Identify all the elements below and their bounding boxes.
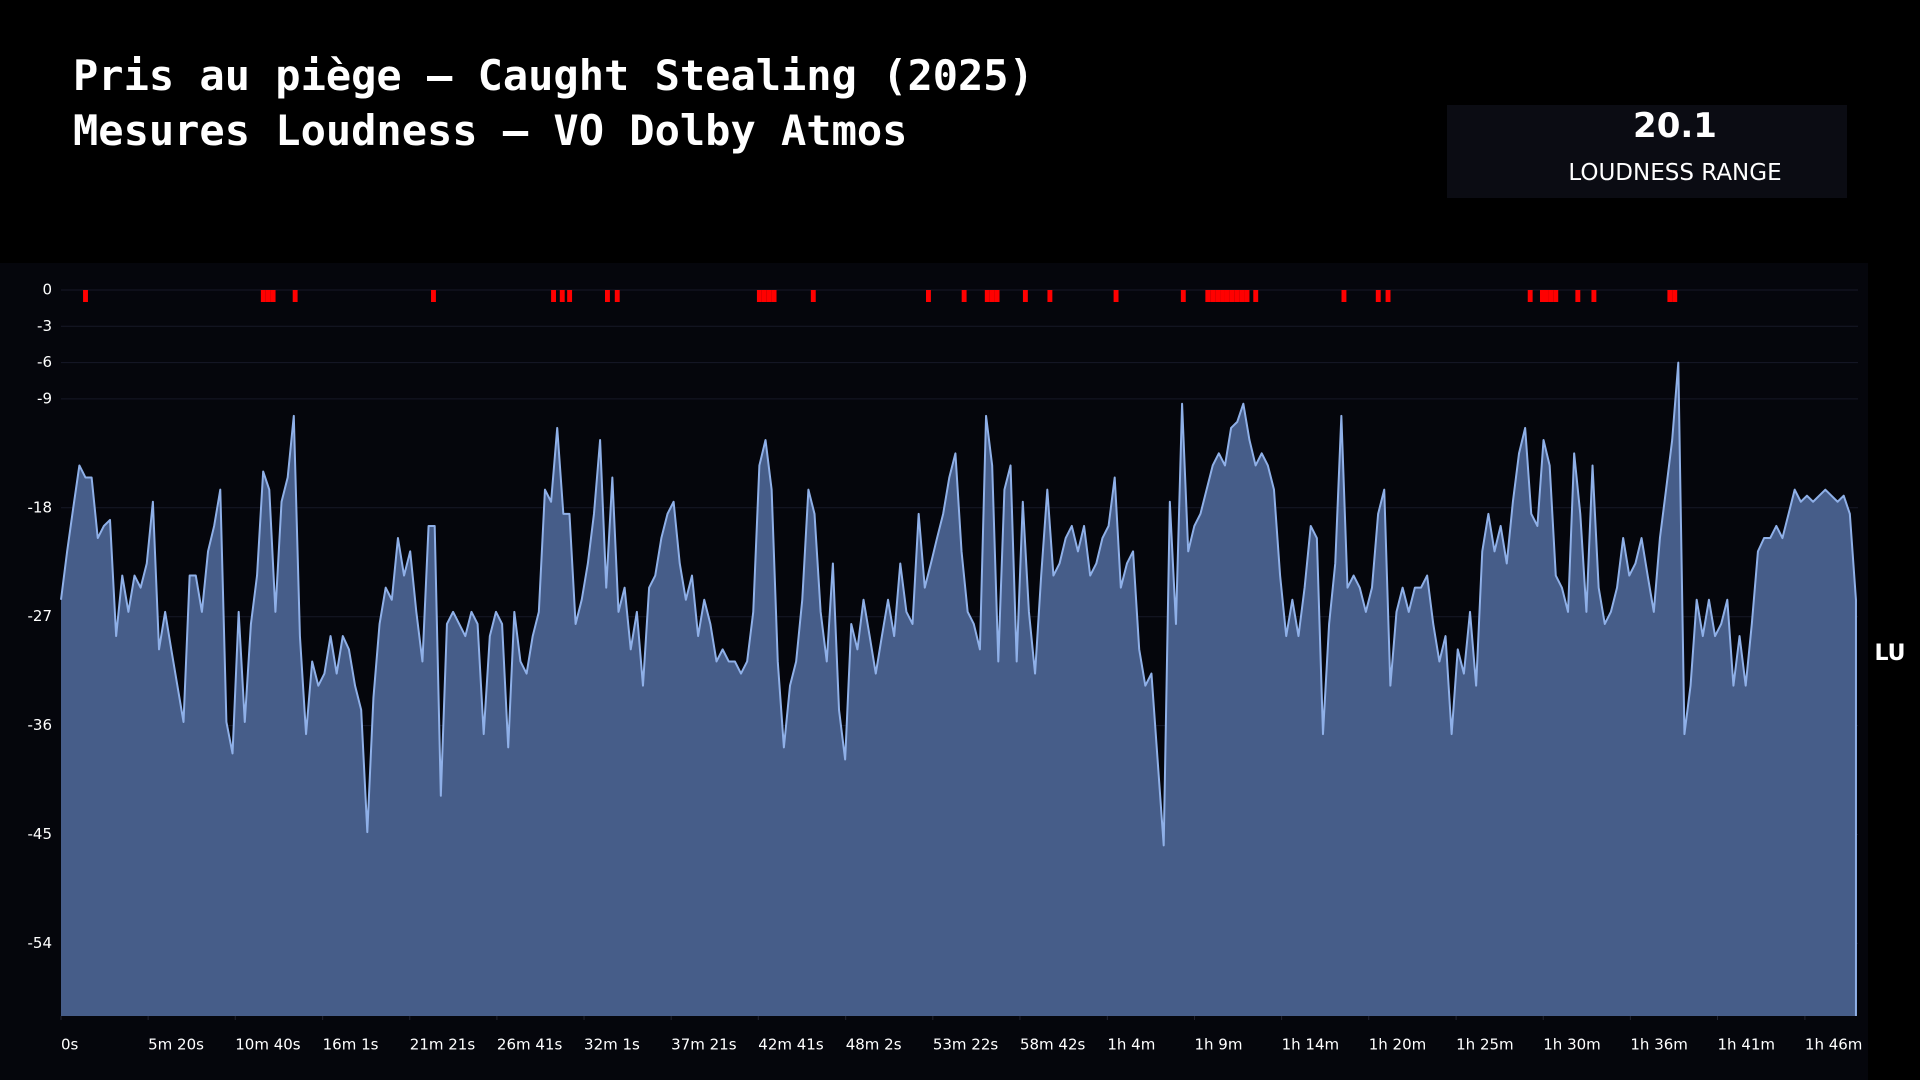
peak-marker (292, 290, 298, 302)
peak-marker (994, 290, 1000, 302)
y-tick-label: 0 (42, 281, 52, 299)
x-tick-label: 42m 41s (758, 1036, 824, 1054)
peak-marker (1180, 290, 1186, 302)
peak-marker (614, 290, 620, 302)
peak-marker (605, 290, 610, 302)
peak-marker (926, 290, 931, 302)
peak-marker (989, 290, 995, 302)
peak-marker (810, 290, 816, 302)
x-tick-label: 32m 1s (584, 1036, 640, 1054)
x-tick-label: 58m 42s (1020, 1036, 1086, 1054)
peak-marker (1210, 290, 1216, 302)
peak-marker (431, 290, 436, 302)
x-tick-label: 1h 20m (1369, 1036, 1427, 1054)
y-tick-label: -27 (28, 607, 53, 625)
peak-marker (551, 290, 556, 302)
y-axis-label: LU (1874, 641, 1905, 666)
x-tick-label: 21m 21s (410, 1036, 476, 1054)
peak-marker (1113, 290, 1119, 302)
peak-marker (1672, 290, 1678, 302)
x-tick-label: 1h 14m (1282, 1036, 1340, 1054)
peak-marker (1220, 290, 1225, 302)
peak-marker (1047, 290, 1053, 302)
area (61, 362, 1856, 1017)
peak-marker (1224, 290, 1230, 302)
stat-value: 20.1 (1633, 106, 1717, 146)
y-tick-label: -54 (28, 934, 53, 952)
peak-marker (1591, 290, 1597, 302)
x-tick-label: 26m 41s (497, 1036, 563, 1054)
peak-marker (1341, 290, 1347, 302)
y-tick-label: -36 (28, 716, 53, 734)
x-tick-label: 1h 25m (1456, 1036, 1514, 1054)
peak-marker (1244, 290, 1250, 302)
peak-marker (761, 290, 767, 302)
x-tick-label: 1h 4m (1107, 1036, 1155, 1054)
peak-marker (1239, 290, 1245, 302)
peak-marker (756, 290, 762, 302)
x-tick-label: 1h 30m (1543, 1036, 1601, 1054)
x-tick-label: 10m 40s (235, 1036, 301, 1054)
y-tick-label: -3 (37, 317, 52, 335)
x-tick-label: 48m 2s (846, 1036, 902, 1054)
y-tick-label: -6 (37, 353, 52, 371)
peak-marker (1575, 290, 1581, 302)
peak-marker (1375, 290, 1381, 302)
y-tick-label: -9 (37, 389, 52, 407)
peak-marker (1022, 290, 1028, 302)
x-tick-label: 5m 20s (148, 1036, 204, 1054)
peak-marker (270, 290, 276, 302)
x-tick-label: 0s (61, 1036, 79, 1054)
peak-marker (771, 290, 777, 302)
peak-marker (1229, 290, 1235, 302)
peak-marker (1548, 290, 1554, 302)
peak-marker (984, 290, 990, 302)
peak-marker (559, 290, 565, 302)
peak-marker (1553, 290, 1559, 302)
peak-marker (567, 290, 573, 302)
x-tick-label: 16m 1s (323, 1036, 379, 1054)
peak-marker (1527, 290, 1533, 302)
peak-marker (1253, 290, 1259, 302)
stat-label: LOUDNESS RANGE (1568, 160, 1781, 186)
x-tick-label: 1h 46m (1805, 1036, 1863, 1054)
x-tick-label: 1h 36m (1630, 1036, 1688, 1054)
peak-marker (1667, 290, 1673, 302)
y-tick-label: -45 (28, 825, 53, 843)
stat-box (1447, 105, 1847, 198)
y-tick-label: -18 (28, 498, 53, 516)
peak-marker (1385, 290, 1391, 302)
peak-marker (766, 290, 772, 302)
peak-marker (260, 290, 266, 302)
peak-marker (1234, 290, 1240, 302)
title-line: Mesures Loudness – VO Dolby Atmos (73, 106, 907, 155)
peak-marker (1205, 290, 1211, 302)
title-line: Pris au piège – Caught Stealing (2025) (73, 51, 1034, 100)
peak-marker (961, 290, 967, 302)
line (60, 361, 1857, 1016)
peak-marker (1539, 290, 1545, 302)
peak-marker (1543, 290, 1549, 302)
peak-marker (1215, 290, 1221, 302)
peak-marker (265, 290, 271, 302)
x-tick-label: 1h 9m (1194, 1036, 1242, 1054)
x-tick-label: 53m 22s (933, 1036, 999, 1054)
peak-marker (83, 290, 88, 302)
x-tick-label: 1h 41m (1718, 1036, 1776, 1054)
x-tick-label: 37m 21s (671, 1036, 737, 1054)
